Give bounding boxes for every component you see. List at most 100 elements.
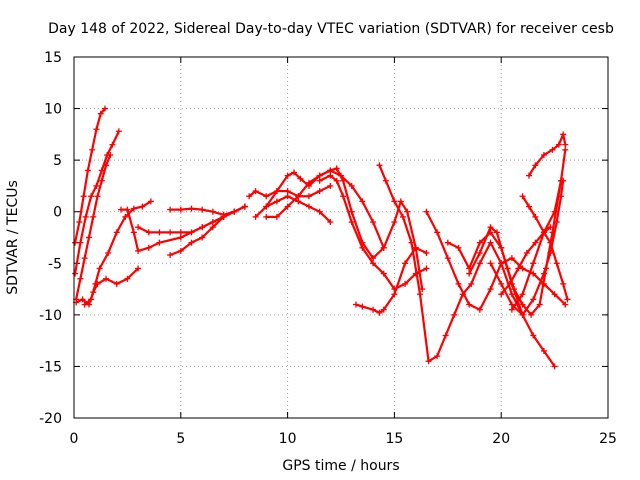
data-point (84, 167, 91, 174)
data-point (167, 229, 174, 236)
data-point (525, 203, 532, 210)
data-point (252, 213, 259, 220)
data-point (316, 208, 323, 215)
data-point (442, 332, 449, 339)
y-tick-label: -10 (39, 308, 62, 324)
tick-labels: 0 5 10 15 20 25 -20 -15 -10 -5 0 5 10 15 (39, 50, 617, 447)
data-point (519, 193, 526, 200)
data-point (423, 249, 430, 256)
data-point (103, 162, 110, 169)
data-point (72, 239, 79, 246)
data-point (77, 239, 84, 246)
data-point (145, 244, 152, 251)
data-point (487, 239, 494, 246)
data-point (540, 151, 547, 158)
data-point (530, 296, 537, 303)
data-point (263, 193, 270, 200)
series-arc-y (498, 224, 554, 298)
data-point (359, 198, 366, 205)
data-point (117, 206, 124, 213)
data-point (85, 234, 92, 241)
data-point (391, 291, 398, 298)
series-arc-o (327, 165, 426, 293)
data-point (551, 208, 558, 215)
series-line (521, 195, 569, 301)
data-point (81, 301, 88, 308)
x-tick-label: 5 (176, 431, 185, 447)
data-point (177, 206, 184, 213)
x-tick-label: 10 (279, 431, 297, 447)
data-point (96, 265, 103, 272)
series-line (354, 246, 428, 314)
data-point (451, 311, 458, 318)
data-point (549, 146, 556, 153)
data-point (273, 188, 280, 195)
y-tick-label: -5 (48, 256, 62, 272)
data-point (130, 229, 137, 236)
data-point (391, 198, 398, 205)
data-point (76, 219, 83, 226)
data-point (113, 229, 120, 236)
series-arc-w (525, 131, 569, 179)
data-point (376, 309, 383, 316)
data-point (167, 252, 174, 259)
data-point (562, 146, 569, 153)
data-point (263, 213, 270, 220)
series-line (265, 169, 385, 249)
data-point (558, 193, 565, 200)
data-point (167, 206, 174, 213)
data-point (359, 244, 366, 251)
y-tick-label: -15 (39, 359, 62, 375)
data-point (340, 177, 347, 184)
data-point (284, 203, 291, 210)
data-point (177, 247, 184, 254)
data-point (246, 193, 253, 200)
data-point (397, 198, 404, 205)
data-point (530, 332, 537, 339)
data-point (417, 291, 424, 298)
data-point (156, 239, 163, 246)
data-point (72, 270, 79, 277)
data-point (88, 296, 95, 303)
y-axis-label: SDTVAR / TECUs (5, 180, 21, 295)
y-tick-label: 10 (44, 102, 62, 118)
data-point (547, 239, 554, 246)
data-point (508, 291, 515, 298)
data-point (130, 205, 137, 212)
data-point (530, 270, 537, 277)
data-point (476, 306, 483, 313)
data-point (340, 193, 347, 200)
data-point (135, 247, 142, 254)
data-point (519, 291, 526, 298)
series-arc-x (519, 193, 571, 303)
data-point (79, 296, 86, 303)
series-line (489, 179, 565, 316)
series-arc-m (263, 193, 334, 226)
data-point (508, 255, 515, 262)
data-point (540, 270, 547, 277)
data-point (399, 213, 406, 220)
data-point (199, 234, 206, 241)
data-point (380, 306, 387, 313)
y-tick-label: 0 (53, 205, 62, 221)
data-point (188, 239, 195, 246)
data-point (540, 347, 547, 354)
data-point (90, 213, 97, 220)
data-point (263, 203, 270, 210)
data-point (113, 280, 120, 287)
data-point (124, 206, 131, 213)
series-arc-e (81, 198, 154, 308)
data-point (352, 301, 359, 308)
data-point (89, 146, 96, 153)
data-point (455, 244, 462, 251)
data-point (359, 239, 366, 246)
data-point (348, 182, 355, 189)
data-point (177, 234, 184, 241)
data-point (316, 188, 323, 195)
data-point (295, 193, 302, 200)
data-point (476, 249, 483, 256)
series-line (75, 153, 112, 301)
data-point (468, 280, 475, 287)
data-point (94, 193, 101, 200)
